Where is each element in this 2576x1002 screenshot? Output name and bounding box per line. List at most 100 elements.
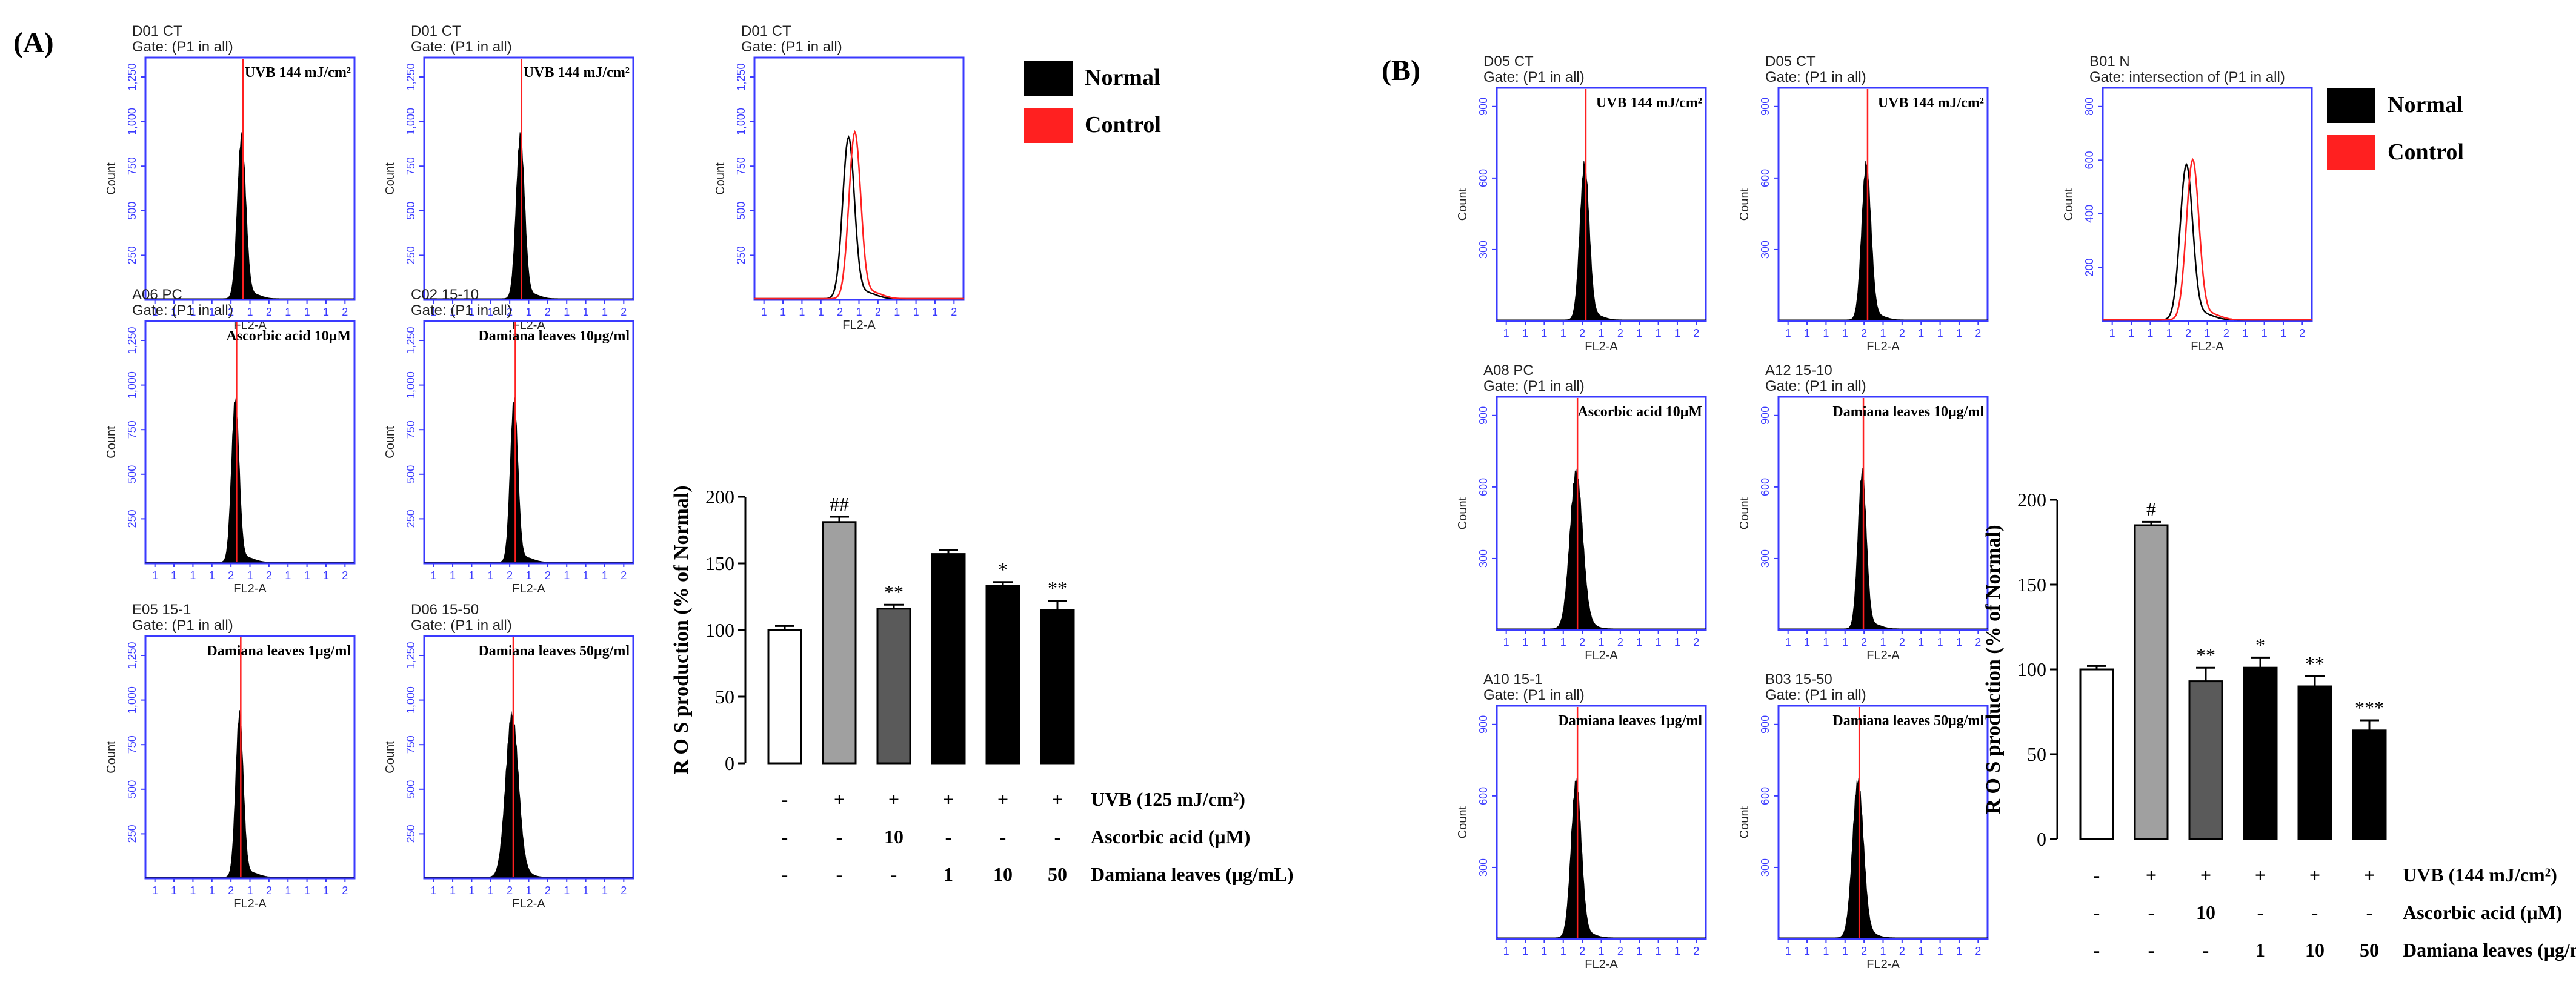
- histogram-ytick-label: 1,000: [405, 371, 417, 399]
- condition-value: -: [891, 863, 897, 885]
- histogram-xtick-label: 2: [1579, 327, 1585, 339]
- condition-value: +: [2255, 864, 2266, 886]
- bar-ytick-label: 0: [2037, 828, 2046, 850]
- histogram-xtick-label: 1: [190, 569, 196, 582]
- bar: [1040, 609, 1075, 765]
- condition-value: +: [1052, 788, 1063, 810]
- treatment-label: UVB 144 mJ/cm²: [1878, 95, 1984, 111]
- histogram-frame: [1496, 705, 1707, 940]
- condition-value: 50: [2360, 939, 2379, 961]
- histogram-xlabel: FL2-A: [1866, 958, 1900, 971]
- histogram-ylabel: Count: [1738, 188, 1751, 221]
- histogram-sample-id: B03 15-50: [1765, 671, 1832, 688]
- condition-value: -: [2148, 939, 2155, 961]
- histogram-xtick-label: 1: [190, 884, 196, 897]
- histogram-frame: [1777, 87, 1989, 322]
- histogram-xtick-label: 1: [2204, 327, 2210, 339]
- condition-value: +: [997, 788, 1008, 810]
- histogram-xtick-label: 1: [1522, 636, 1528, 648]
- histogram-xtick-label: 1: [1636, 327, 1642, 339]
- histogram-xtick-label: 1: [1937, 327, 1943, 339]
- histogram-xtick-label: 1: [468, 884, 474, 897]
- histogram-gate: Gate: (P1 in all): [1483, 378, 1585, 394]
- histogram-xtick-label: 1: [1804, 327, 1810, 339]
- condition-value: 1: [2255, 939, 2265, 961]
- condition-value: 10: [993, 863, 1013, 885]
- significance-label: **: [884, 581, 904, 603]
- bar-ytick-label: 0: [725, 752, 734, 774]
- histogram-ytick-label: 900: [1477, 715, 1489, 734]
- treatment-label: Damiana leaves 1μg/ml: [1558, 713, 1702, 729]
- panel-label-b: (B): [1382, 55, 1420, 87]
- histogram-xtick-label: 1: [1842, 327, 1848, 339]
- histogram-gate: Gate: (P1 in all): [1483, 69, 1585, 85]
- condition-value: +: [888, 788, 899, 810]
- histogram-xtick-label: 1: [1823, 636, 1829, 648]
- histogram-xtick-label: 1: [1880, 327, 1886, 339]
- histogram-ytick-label: 500: [405, 780, 417, 798]
- histogram-distribution: [145, 132, 354, 299]
- legend-swatch: [1024, 61, 1073, 96]
- histogram-sample-id: C02 15-10: [411, 287, 479, 303]
- bar-ytick-label: 150: [2017, 574, 2046, 596]
- histogram-sample-id: A08 PC: [1483, 362, 1534, 379]
- histogram-xtick-label: 1: [818, 306, 824, 318]
- histogram-xtick-label: 1: [488, 884, 494, 897]
- histogram-ytick-label: 250: [126, 509, 138, 528]
- histogram-ytick-label: 1,000: [405, 686, 417, 714]
- histogram-sample-id: A06 PC: [132, 287, 182, 303]
- histogram-xtick-label: 1: [1598, 636, 1604, 648]
- condition-label: Damiana leaves (μg/mL): [2403, 939, 2576, 961]
- histogram-xtick-label: 1: [894, 306, 900, 318]
- histogram-xtick-label: 2: [2223, 327, 2229, 339]
- histogram-xtick-label: 1: [1804, 945, 1810, 957]
- histogram-ytick-label: 600: [1759, 478, 1771, 496]
- histogram-xtick-label: 1: [913, 306, 919, 318]
- histogram-xtick-label: 2: [545, 884, 551, 897]
- condition-value: +: [2364, 864, 2375, 886]
- histogram-xtick-label: 1: [932, 306, 938, 318]
- bar-ytick-label: 200: [705, 486, 734, 508]
- histogram-xtick-label: 1: [1598, 327, 1604, 339]
- histogram-xtick-label: 1: [304, 569, 310, 582]
- condition-value: -: [836, 863, 843, 885]
- histogram-xtick-label: 2: [621, 569, 627, 582]
- histogram-xtick-label: 1: [1804, 636, 1810, 648]
- histogram-ytick-label: 1,250: [405, 63, 417, 90]
- histogram-xtick-label: 1: [2147, 327, 2153, 339]
- histogram-ylabel: Count: [1456, 188, 1469, 221]
- histogram-ylabel: Count: [105, 162, 118, 195]
- histogram-xtick-label: 1: [323, 884, 329, 897]
- condition-label: Ascorbic acid (μM): [1091, 826, 1250, 848]
- histogram-sample-id: E05 15-1: [132, 602, 191, 618]
- histogram-xtick-label: 1: [1937, 945, 1943, 957]
- histogram-gate: Gate: (P1 in all): [1765, 687, 1866, 703]
- histogram-xlabel: FL2-A: [512, 582, 545, 596]
- control-histogram-curve: [2103, 158, 2312, 321]
- legend-swatch: [2327, 135, 2375, 170]
- condition-value: -: [2094, 864, 2100, 886]
- histogram-xtick-label: 1: [247, 884, 253, 897]
- treatment-label: UVB 144 mJ/cm²: [524, 65, 630, 81]
- histogram-ytick-label: 750: [405, 420, 417, 439]
- histogram-xtick-label: 1: [2242, 327, 2248, 339]
- histogram-distribution: [424, 132, 633, 299]
- histogram-ytick-label: 900: [1759, 98, 1771, 116]
- bar: [2079, 668, 2114, 840]
- histogram-ylabel: Count: [714, 162, 727, 195]
- histogram-xtick-label: 2: [266, 569, 272, 582]
- histogram-xlabel: FL2-A: [512, 897, 545, 911]
- histogram-xtick-label: 1: [450, 884, 456, 897]
- histogram-frame: [144, 320, 356, 565]
- histogram-gate: Gate: (P1 in all): [411, 39, 512, 55]
- histogram-xtick-label: 1: [1598, 945, 1604, 957]
- bar: [767, 629, 802, 765]
- histogram-xtick-label: 2: [1617, 327, 1623, 339]
- histogram-xtick-label: 2: [1899, 636, 1905, 648]
- histogram-xtick-label: 2: [266, 884, 272, 897]
- histogram-xtick-label: 2: [1861, 636, 1867, 648]
